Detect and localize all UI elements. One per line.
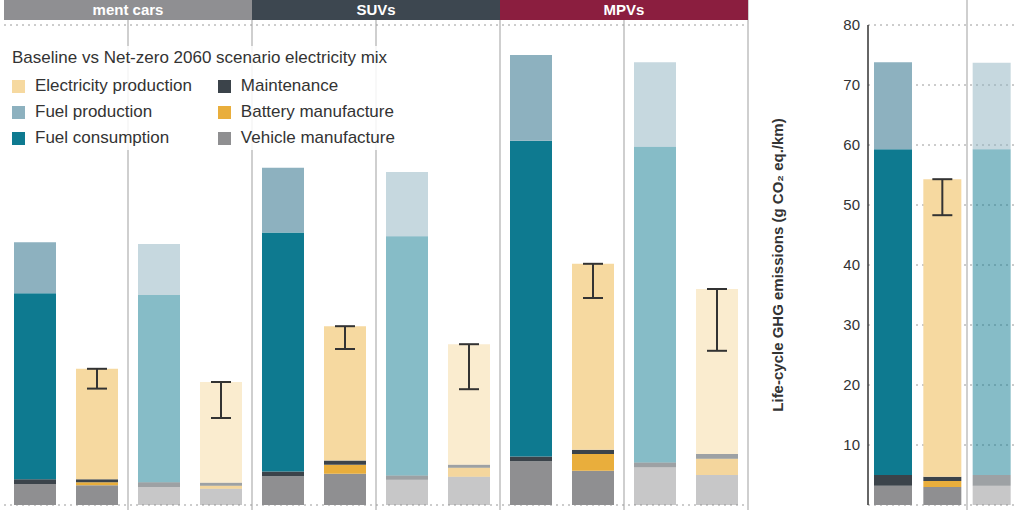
html-text:Baseline vs Net-zero 2060 scen: Baseline vs Net-zero 2060 scenario elect… <box>12 48 388 67</box>
svg-text:20: 20 <box>843 376 860 393</box>
html-text:MPVs: MPVs <box>603 1 645 18</box>
svg-text:30: 30 <box>843 316 860 333</box>
svg-text:80: 80 <box>843 16 860 33</box>
svg-text:50: 50 <box>843 196 860 213</box>
html-text:Maintenance: Maintenance <box>240 76 339 95</box>
html-text:Vehicle manufacture: Vehicle manufacture <box>240 128 395 147</box>
svg-text:60: 60 <box>843 136 860 153</box>
svg-text:Life-cycle GHG emissions (g CO: Life-cycle GHG emissions (g CO₂ eq./km) <box>770 118 786 411</box>
svg-text:10: 10 <box>843 436 860 453</box>
html-text:Fuel production: Fuel production <box>35 102 153 121</box>
svg-text:70: 70 <box>843 76 860 93</box>
html-text:Fuel consumption: Fuel consumption <box>35 128 170 147</box>
svg-text:40: 40 <box>843 256 860 273</box>
html-text:Battery manufacture: Battery manufacture <box>240 102 394 121</box>
html-text:Electricity production: Electricity production <box>35 76 192 95</box>
html-text:ment cars: ment cars <box>92 1 164 18</box>
html-text:SUVs: SUVs <box>356 1 396 18</box>
